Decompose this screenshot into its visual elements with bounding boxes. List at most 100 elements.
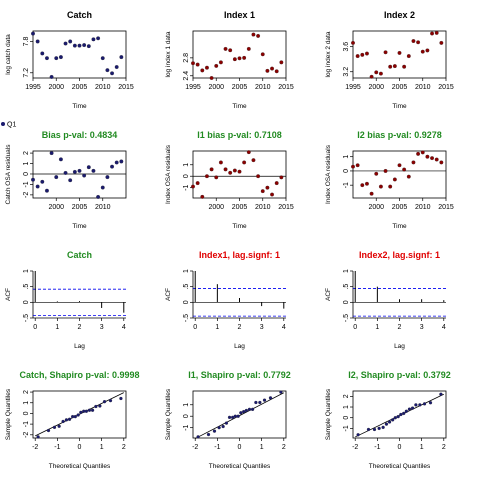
data-point [388, 64, 393, 69]
data-point [91, 37, 96, 42]
data-point [383, 168, 388, 173]
data-point [246, 46, 251, 51]
x-tick-label: 2005 [72, 204, 88, 211]
y-tick-label: -2 [23, 432, 30, 438]
y-tick-label: 0 [23, 172, 30, 176]
x-tick-label: 2010 [95, 84, 111, 91]
data-point [72, 43, 77, 48]
y-tick-label: 1 [23, 161, 30, 165]
data-point [82, 43, 87, 48]
data-point [439, 40, 444, 45]
qq-point [262, 398, 267, 402]
panel-title: Index 1 [224, 10, 255, 20]
plot-frame [32, 30, 127, 79]
y-tick-label: .5 [23, 284, 30, 290]
data-point [351, 40, 355, 45]
qq-point [52, 425, 57, 429]
panel-title: Catch [67, 250, 92, 260]
data-point [68, 178, 73, 183]
x-axis-label: Theoretical Quantiles [209, 463, 271, 470]
data-point [191, 61, 195, 66]
y-tick-label: 0 [343, 300, 350, 304]
data-point [242, 160, 247, 165]
qq-point [98, 404, 102, 408]
x-tick-label: 2005 [232, 84, 248, 91]
legend: Q1 [1, 122, 16, 129]
qq-point [90, 408, 95, 412]
y-axis-label: Catch OSA residuals [5, 144, 12, 205]
x-axis-label: Time [232, 103, 247, 110]
x-tick-label: 1 [100, 444, 104, 451]
data-point [91, 168, 96, 173]
data-point [49, 75, 54, 79]
data-point [114, 65, 119, 69]
x-tick-label: -2 [352, 444, 358, 451]
qq-point [227, 415, 232, 420]
data-point [378, 184, 383, 189]
data-point [86, 44, 91, 49]
data-point [434, 30, 439, 35]
x-tick-label: -2 [192, 444, 198, 451]
y-tick-label: 7.8 [23, 36, 30, 46]
plot-frame [192, 30, 287, 79]
qq-point [402, 411, 406, 416]
panel-index2_qq: I2, Shapiro p-val: 0.3792 -2 -1 0 1 2 -1 0 1 2 The… [325, 370, 451, 470]
x-tick-label: 1995 [25, 84, 41, 91]
y-tick-label: -2 [23, 192, 30, 198]
data-point [54, 56, 59, 61]
x-tick-label: 1 [215, 324, 219, 331]
legend-label: Q1 [7, 122, 16, 129]
y-tick-label: 3.6 [343, 42, 350, 52]
data-point [204, 65, 209, 70]
data-point [397, 163, 402, 168]
data-point [204, 174, 209, 179]
y-tick-label: 1 [23, 269, 30, 273]
data-point [63, 170, 68, 175]
y-axis-label: Index OSA residuals [325, 144, 332, 204]
qq-point [73, 414, 77, 419]
data-point [416, 40, 421, 45]
panel-title: I2 bias p-val: 0.9278 [357, 130, 442, 140]
data-point [270, 66, 274, 71]
data-point [402, 167, 407, 172]
data-point [119, 159, 124, 164]
qq-point [212, 429, 217, 433]
data-point [96, 195, 101, 199]
qq-point [250, 407, 255, 411]
data-point [279, 175, 284, 180]
panel-title: I1 bias p-val: 0.7108 [197, 130, 282, 140]
data-point [369, 191, 374, 196]
y-tick-label: -.5 [183, 314, 190, 322]
x-tick-label: 1 [260, 444, 264, 451]
data-point [49, 151, 54, 156]
y-axis-label: Sample Quantiles [5, 388, 12, 440]
qq-point [372, 427, 377, 432]
x-tick-label: 1 [420, 444, 424, 451]
y-tick-label: 1 [23, 401, 30, 405]
data-point [86, 165, 91, 170]
data-point [237, 56, 242, 61]
qq-point [396, 414, 400, 419]
y-tick-label: .5 [183, 284, 190, 290]
data-point [355, 54, 360, 59]
x-tick-label: 2015 [438, 84, 454, 91]
data-point [430, 156, 434, 161]
data-point [209, 76, 214, 80]
x-axis-label: Time [72, 103, 87, 110]
x-axis-label: Theoretical Quantiles [49, 463, 111, 470]
data-point [265, 185, 270, 190]
data-point [31, 31, 35, 36]
panel-index2_resid: I2 bias p-val: 0.9278 2000 2005 2010 2015 -1 0… [325, 130, 454, 230]
panel-catch_resid: Bias p-val: 0.4834 2000 2005 2010 -2 -1 0 1 2 Tim… [5, 130, 127, 230]
qq-point [119, 396, 123, 401]
y-tick-label: 1 [343, 155, 350, 159]
data-point [256, 174, 261, 179]
data-point [218, 60, 223, 65]
qq-point [268, 396, 273, 400]
data-point [270, 192, 274, 197]
qq-point [94, 404, 98, 409]
x-tick-label: 3 [260, 324, 264, 331]
qq-point [236, 414, 240, 418]
data-point [200, 194, 205, 199]
